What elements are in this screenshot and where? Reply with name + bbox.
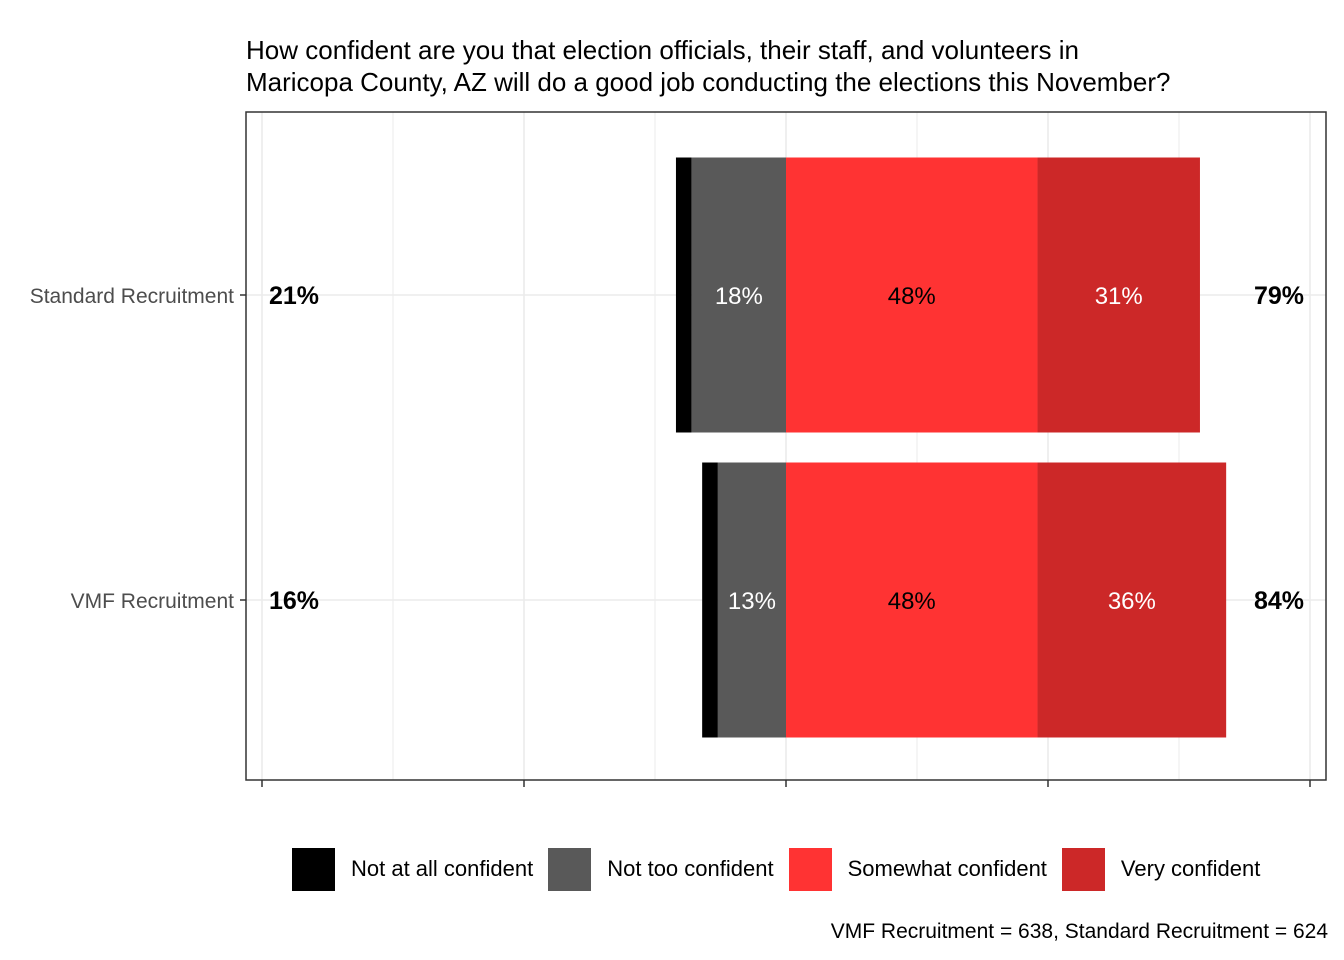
chart-title-line-1: How confident are you that election offi… bbox=[246, 35, 1079, 65]
y-axis-category-label-1: Standard Recruitment bbox=[30, 285, 234, 308]
legend-label-not-at-all-confident: Not at all confident bbox=[351, 856, 534, 881]
legend-swatch-very-confident bbox=[1061, 847, 1105, 891]
legend-label-very-confident: Very confident bbox=[1120, 856, 1261, 881]
positive-total-label-2: 84% bbox=[1254, 587, 1304, 615]
legend-swatch-not-too-confident bbox=[548, 847, 592, 891]
bar-segment-2-4 bbox=[1037, 462, 1227, 738]
bar-segment-2-1 bbox=[702, 462, 718, 738]
bar-label-1-3: 48% bbox=[888, 283, 936, 310]
legend-label-not-too-confident: Not too confident bbox=[607, 856, 774, 881]
bar-label-1-4: 31% bbox=[1095, 283, 1143, 310]
sample-size-caption: VMF Recruitment = 638, Standard Recruitm… bbox=[830, 920, 1328, 943]
bar-segment-2-2 bbox=[717, 462, 786, 738]
chart-legend: Not at all confident Not too confident S… bbox=[292, 847, 1275, 891]
legend-item-not-too-confident: Not too confident bbox=[548, 847, 774, 891]
bar-segment-1-3 bbox=[786, 157, 1038, 433]
y-axis-category-label-2: VMF Recruitment bbox=[71, 590, 235, 613]
chart-title: How confident are you that election offi… bbox=[246, 34, 1170, 98]
legend-item-not-at-all-confident: Not at all confident bbox=[292, 847, 534, 891]
bar-segment-1-2 bbox=[691, 157, 786, 433]
legend-item-very-confident: Very confident bbox=[1061, 847, 1261, 891]
chart-title-line-2: Maricopa County, AZ will do a good job c… bbox=[246, 67, 1171, 97]
negative-total-label-2: 16% bbox=[269, 587, 319, 615]
bar-label-1-2: 18% bbox=[715, 283, 763, 310]
bar-label-2-4: 36% bbox=[1108, 588, 1156, 615]
positive-total-label-1: 79% bbox=[1254, 282, 1304, 310]
bar-segment-1-1 bbox=[675, 157, 692, 433]
bar-label-2-2: 13% bbox=[728, 588, 776, 615]
bar-label-2-3: 48% bbox=[888, 588, 936, 615]
legend-swatch-somewhat-confident bbox=[788, 847, 832, 891]
legend-swatch-not-at-all-confident bbox=[292, 847, 335, 891]
bar-segment-1-4 bbox=[1037, 157, 1200, 433]
bar-segment-2-3 bbox=[786, 462, 1038, 738]
negative-total-label-1: 21% bbox=[269, 282, 319, 310]
legend-label-somewhat-confident: Somewhat confident bbox=[847, 856, 1047, 881]
legend-item-somewhat-confident: Somewhat confident bbox=[788, 847, 1047, 891]
